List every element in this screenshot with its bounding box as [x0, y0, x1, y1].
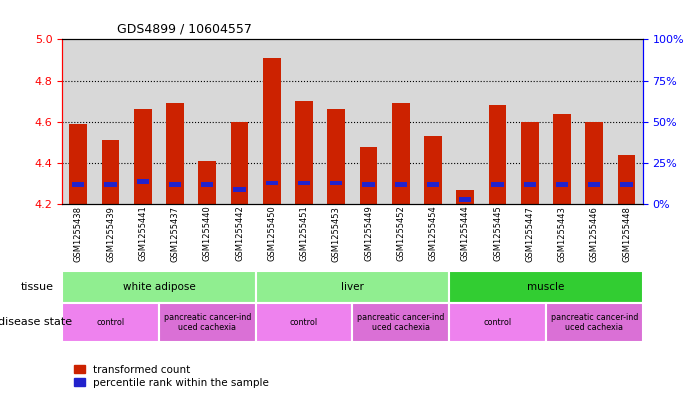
Text: control: control: [290, 318, 318, 327]
Bar: [201, 182, 214, 187]
Bar: [521, 122, 539, 204]
Bar: [362, 182, 375, 187]
Text: disease state: disease state: [0, 317, 72, 327]
Bar: [263, 58, 281, 204]
Bar: [231, 122, 249, 204]
Text: pancreatic cancer-ind
uced cachexia: pancreatic cancer-ind uced cachexia: [164, 312, 251, 332]
Bar: [295, 101, 313, 204]
Bar: [104, 182, 117, 187]
Bar: [618, 155, 636, 204]
Bar: [234, 187, 246, 192]
Bar: [169, 182, 181, 187]
Bar: [352, 303, 449, 342]
Bar: [134, 109, 152, 204]
Bar: [102, 140, 120, 204]
Bar: [359, 147, 377, 204]
Bar: [621, 182, 633, 187]
Bar: [330, 181, 343, 185]
Text: white adipose: white adipose: [122, 282, 196, 292]
Text: tissue: tissue: [20, 282, 53, 292]
Bar: [459, 197, 471, 202]
Bar: [72, 182, 84, 187]
Text: pancreatic cancer-ind
uced cachexia: pancreatic cancer-ind uced cachexia: [357, 312, 444, 332]
Bar: [256, 303, 352, 342]
Bar: [137, 179, 149, 184]
Text: GDS4899 / 10604557: GDS4899 / 10604557: [117, 22, 252, 35]
Bar: [588, 182, 600, 187]
Bar: [265, 181, 278, 185]
Bar: [449, 271, 643, 303]
Bar: [524, 182, 536, 187]
Bar: [546, 303, 643, 342]
Bar: [159, 303, 256, 342]
Bar: [449, 303, 546, 342]
Bar: [427, 182, 439, 187]
Bar: [256, 271, 449, 303]
Bar: [328, 109, 346, 204]
Bar: [424, 136, 442, 204]
Bar: [166, 103, 184, 204]
Legend: transformed count, percentile rank within the sample: transformed count, percentile rank withi…: [75, 365, 269, 388]
Bar: [553, 114, 571, 204]
Bar: [395, 182, 407, 187]
Bar: [491, 182, 504, 187]
Bar: [556, 182, 568, 187]
Bar: [62, 271, 256, 303]
Bar: [585, 122, 603, 204]
Bar: [69, 124, 87, 204]
Text: pancreatic cancer-ind
uced cachexia: pancreatic cancer-ind uced cachexia: [551, 312, 638, 332]
Bar: [198, 161, 216, 204]
Bar: [456, 190, 474, 204]
Text: liver: liver: [341, 282, 364, 292]
Bar: [392, 103, 410, 204]
Bar: [62, 303, 159, 342]
Text: control: control: [484, 318, 511, 327]
Bar: [489, 105, 507, 204]
Bar: [298, 181, 310, 185]
Text: control: control: [97, 318, 124, 327]
Text: muscle: muscle: [527, 282, 565, 292]
